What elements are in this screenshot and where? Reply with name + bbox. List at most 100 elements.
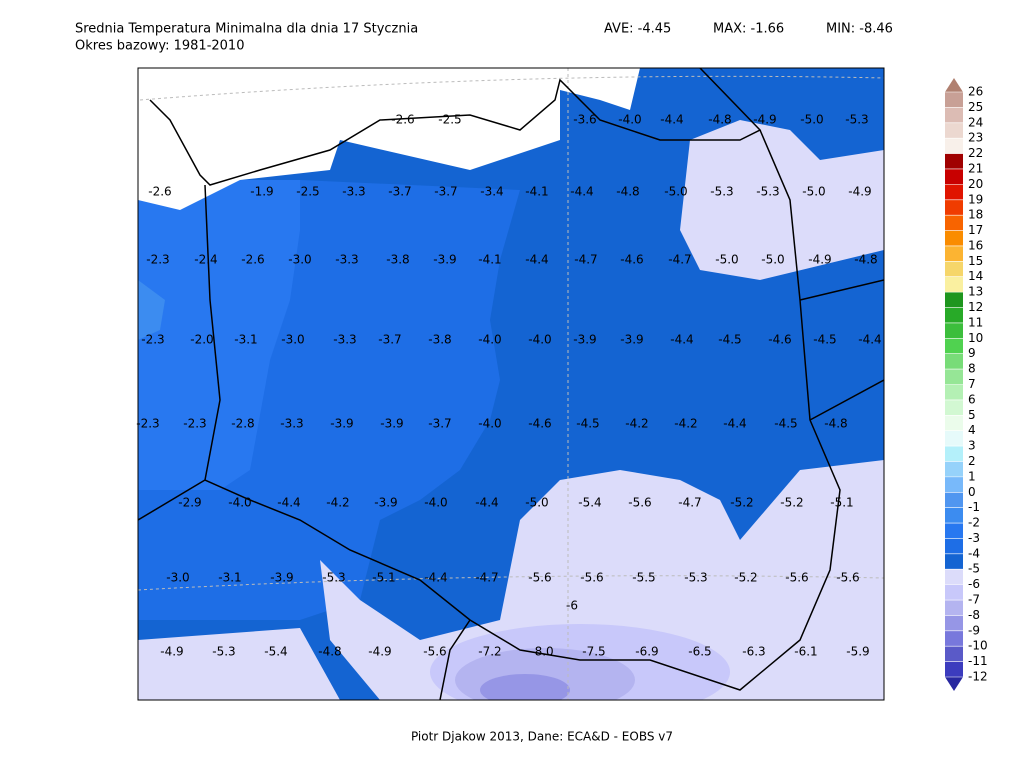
field: [320, 460, 884, 700]
contour-label: -2.3: [183, 417, 206, 431]
contour-label: -4.4: [858, 333, 881, 347]
colorbar-swatch: [945, 630, 963, 647]
colorbar-label: 4: [968, 423, 976, 437]
colorbar-label: 17: [968, 223, 983, 237]
contour-label: -2.5: [296, 185, 319, 199]
field: [680, 120, 884, 280]
contour-label: -7.2: [478, 645, 501, 659]
contour-label: -3.3: [333, 333, 356, 347]
contour-label: -3.9: [270, 571, 293, 585]
contour-label: -4.9: [160, 645, 183, 659]
contour-label: -4.2: [625, 417, 648, 431]
contour-label: -6.5: [688, 645, 711, 659]
colorbar-label: 15: [968, 254, 983, 268]
colorbar-swatch: [945, 338, 963, 354]
contour-label: -6.9: [635, 645, 658, 659]
colorbar-swatch: [945, 369, 963, 385]
contour-label: -4.4: [723, 417, 746, 431]
colorbar-label: 20: [968, 177, 983, 191]
colorbar-swatch: [945, 322, 963, 339]
graticule: [139, 75, 884, 101]
contour-label: -3.7: [434, 185, 457, 199]
colorbar-label: -10: [968, 639, 988, 653]
contour-label: -6.1: [794, 645, 817, 659]
map-labels: -2.6 -2.5 -3.6 -4.0 -4.4 -4.8 -4.9 -5.0 -5.3 -2.6…: [136, 113, 881, 659]
colorbar-label: -9: [968, 623, 980, 637]
colorbar-label: 23: [968, 131, 983, 145]
stat: MAX: -1.66: [713, 22, 784, 37]
colorbar-label: 14: [968, 269, 983, 283]
colorbar-label: -5: [968, 562, 980, 576]
footer: Piotr Djakow 2013, Dane: ECA&D - EOBS v7: [411, 730, 673, 744]
contour-label: -3.1: [234, 333, 257, 347]
border: [799, 279, 884, 301]
colorbar-swatch: [945, 600, 963, 616]
contour-label: -4.4: [525, 253, 548, 267]
contour-label: -4.7: [574, 253, 597, 267]
colorbar-swatch: [945, 122, 963, 139]
contour-label: -4.6: [528, 417, 551, 431]
contour-label: -4.4: [660, 113, 683, 127]
map-area: [138, 68, 884, 700]
colorbar-label: 3: [968, 439, 976, 453]
contour-label: -4.1: [525, 185, 548, 199]
contour-label: -4.4: [277, 496, 300, 510]
contour-label: -4.8: [318, 645, 341, 659]
colorbar-label: 8: [968, 362, 976, 376]
colorbar-swatch: [945, 523, 963, 539]
colorbar-label: -1: [968, 500, 980, 514]
contour-label: -3.0: [288, 253, 311, 267]
contour-label: -2.5: [438, 113, 461, 127]
contour-label: -5.6: [528, 571, 551, 585]
contour-label: -3.0: [281, 333, 304, 347]
contour-label: -3.9: [380, 417, 403, 431]
colorbar-label: 11: [968, 315, 983, 329]
coastline: [149, 68, 762, 186]
colorbar-label: -11: [968, 654, 988, 668]
contour-label: -4.4: [424, 571, 447, 585]
colorbar-label: 16: [968, 238, 983, 252]
colorbar-swatch: [945, 476, 963, 493]
contour-label: -3.8: [386, 253, 409, 267]
contour-label: -5.6: [836, 571, 859, 585]
colorbar-label: 1: [968, 469, 976, 483]
contour-label: -4.9: [848, 185, 871, 199]
border: [809, 379, 884, 421]
contour-label: -4.7: [678, 496, 701, 510]
contour-label: -3.4: [480, 185, 503, 199]
contour-label: -4.0: [478, 333, 501, 347]
contour-label: -5.3: [845, 113, 868, 127]
colorbar-label: 25: [968, 100, 983, 114]
colorbar-swatch: [945, 507, 963, 524]
contour-label: -4.6: [620, 253, 643, 267]
colorbar-swatch: [945, 492, 963, 508]
contour-label: -2.8: [231, 417, 254, 431]
contour-label: -5.3: [322, 571, 345, 585]
contour-label: -3.6: [573, 113, 596, 127]
colorbar-label: 12: [968, 300, 983, 314]
colorbar-label: 26: [968, 85, 983, 99]
contour-label: -2.6: [391, 113, 414, 127]
contour-label: -5.6: [785, 571, 808, 585]
colorbar-label: 7: [968, 377, 976, 391]
colorbar-cap: [945, 677, 963, 691]
contour-label: -5.4: [264, 645, 287, 659]
contour-label: -4.2: [674, 417, 697, 431]
contour-label: -3.9: [433, 253, 456, 267]
contour-label: -4.6: [768, 333, 791, 347]
colorbar-swatch: [945, 153, 963, 169]
contour-label: -4.4: [570, 185, 593, 199]
colorbar-swatch: [945, 199, 963, 216]
contour-label: -5.6: [580, 571, 603, 585]
colorbar-label: 13: [968, 285, 983, 299]
contour-label: -2.6: [148, 185, 171, 199]
contour-label: -4.0: [478, 417, 501, 431]
contour-label: -8.0: [530, 645, 553, 659]
contour-label: -5.6: [628, 496, 651, 510]
contour-label: -5.2: [730, 496, 753, 510]
colorbar-label: 24: [968, 115, 983, 129]
colorbar-label: 22: [968, 146, 983, 160]
contour-label: -4.7: [475, 571, 498, 585]
contour-label: -5.3: [684, 571, 707, 585]
